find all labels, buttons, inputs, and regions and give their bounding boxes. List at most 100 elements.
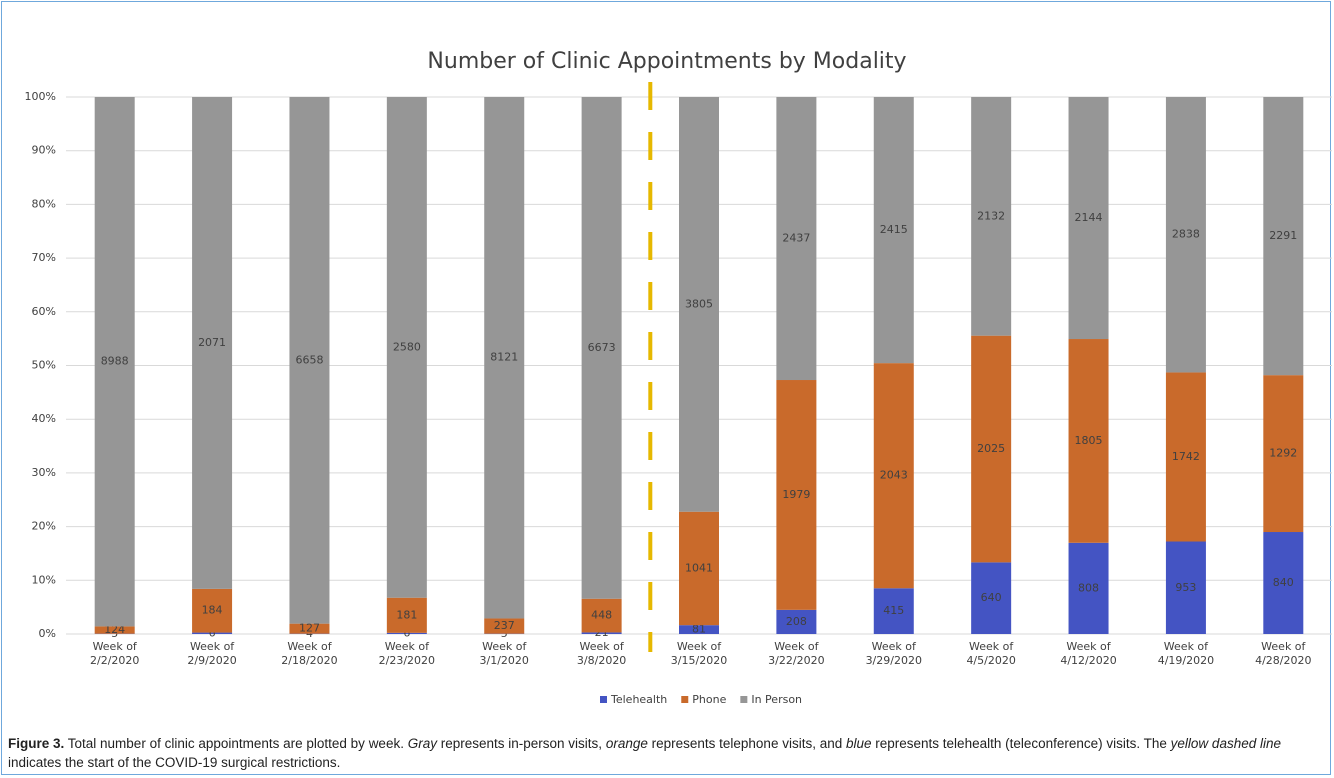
- x-tick-label: Week of 4/5/2020: [966, 640, 1016, 667]
- data-label: 953: [1175, 581, 1196, 594]
- bar-segment: [484, 618, 525, 634]
- x-tick-label: Week of 2/2/2020: [89, 640, 140, 667]
- data-label: 6: [209, 626, 216, 639]
- bar-segment: [386, 632, 427, 634]
- data-label: 184: [202, 604, 223, 617]
- bar-segment: [581, 97, 622, 599]
- caption-emph: blue: [845, 736, 872, 751]
- data-label: 2071: [198, 336, 226, 349]
- data-label: 2580: [393, 340, 421, 353]
- bar-segment: [1263, 375, 1304, 533]
- legend-swatch: [740, 696, 748, 703]
- caption-text: represents in-person visits,: [436, 736, 606, 751]
- bar-segment: [94, 97, 135, 627]
- bar-segment: [873, 588, 914, 634]
- y-tick-label: 30%: [32, 466, 56, 479]
- bar-segment: [386, 97, 427, 598]
- data-label: 8121: [490, 351, 518, 364]
- caption-text: indicates the start of the COVID-19 surg…: [8, 755, 341, 770]
- bar-segment: [1165, 541, 1206, 634]
- bar-segment: [484, 97, 525, 619]
- bar-segment: [679, 97, 719, 512]
- x-tick-label: Week of 4/12/2020: [1060, 640, 1117, 667]
- caption-text: represents telehealth (teleconference) v…: [871, 736, 1171, 751]
- data-label: 8988: [101, 355, 129, 368]
- bar-segment: [776, 609, 817, 634]
- y-tick-label: 50%: [32, 359, 56, 372]
- y-tick-label: 20%: [32, 520, 56, 533]
- data-label: 3805: [685, 297, 713, 310]
- data-label: 2415: [880, 223, 908, 236]
- chart: Number of Clinic Appointments by Modalit…: [25, 49, 1332, 706]
- x-tick-label: Week of 2/9/2020: [187, 640, 237, 667]
- x-tick-label: Week of 3/1/2020: [479, 640, 529, 667]
- bar-segment: [192, 632, 233, 634]
- x-tick-label: Week of 2/23/2020: [378, 640, 436, 667]
- y-tick-label: 10%: [32, 573, 56, 586]
- bar-segment: [289, 97, 330, 624]
- x-tick-label: Week of 4/19/2020: [1157, 640, 1215, 667]
- bar-segment: [1263, 532, 1304, 634]
- x-tick-label: Week of 2/18/2020: [281, 640, 338, 667]
- x-tick-label: Week of 3/15/2020: [670, 640, 728, 667]
- legend: Telehealth Phone In Person: [600, 693, 802, 706]
- bar-segment: [386, 597, 427, 633]
- y-tick-label: 60%: [32, 305, 56, 318]
- bar-segment: [776, 380, 817, 610]
- bar-segment: [971, 335, 1012, 563]
- data-label: 1041: [685, 561, 713, 574]
- data-label: 2838: [1172, 228, 1200, 241]
- bar-segment: [1068, 339, 1109, 543]
- bar-segment: [581, 632, 622, 634]
- x-tick-label: Week of 4/28/2020: [1255, 640, 1312, 667]
- chart-title: Number of Clinic Appointments by Modalit…: [427, 49, 906, 74]
- data-label: 81: [692, 623, 706, 636]
- bar-segment: [971, 562, 1012, 634]
- caption-text: represents telephone visits, and: [647, 736, 846, 751]
- legend-label: In Person: [751, 693, 802, 706]
- data-label: 1292: [1269, 447, 1297, 460]
- legend-swatch: [600, 696, 607, 703]
- y-tick-label: 90%: [32, 144, 56, 157]
- legend-label: Telehealth: [610, 693, 667, 706]
- y-tick-label: 40%: [32, 412, 56, 425]
- bar-segment: [679, 511, 719, 626]
- data-label: 208: [786, 615, 807, 628]
- data-label: 2043: [880, 469, 908, 482]
- data-label: 808: [1078, 581, 1099, 594]
- caption-text: Total number of clinic appointments are …: [64, 736, 408, 751]
- bar-segment: [971, 97, 1012, 336]
- data-label: 840: [1273, 576, 1294, 589]
- bar-segment: [776, 97, 817, 381]
- data-label: 2025: [977, 442, 1005, 455]
- bar-segment: [192, 588, 233, 633]
- caption-label: Figure 3.: [8, 736, 65, 751]
- data-label: 2291: [1269, 229, 1297, 242]
- caption-emph: Gray: [407, 736, 437, 751]
- data-label: 181: [396, 608, 417, 621]
- bar-segment: [1165, 372, 1206, 542]
- bar-segment: [873, 97, 914, 364]
- data-label: 415: [883, 604, 904, 617]
- x-tick-label: Week of 3/29/2020: [865, 640, 922, 667]
- bar-segment: [1165, 97, 1206, 373]
- x-tick-label: Week of 3/8/2020: [576, 640, 627, 667]
- y-tick-label: 70%: [32, 251, 56, 264]
- bar-segment: [873, 363, 914, 589]
- data-label: 1979: [782, 488, 810, 501]
- y-tick-label: 0%: [39, 627, 56, 640]
- data-label: 237: [494, 619, 515, 632]
- legend-swatch: [681, 696, 689, 703]
- data-label: 1742: [1172, 450, 1200, 463]
- bar-segment: [192, 97, 233, 589]
- data-label: 2144: [1075, 211, 1103, 224]
- bar-segment: [94, 626, 135, 634]
- caption-emph: yellow dashed line: [1170, 736, 1281, 751]
- y-tick-label: 80%: [32, 197, 56, 210]
- data-label: 6673: [588, 341, 616, 354]
- bar-segment: [1263, 97, 1304, 376]
- data-label: 2437: [782, 232, 810, 245]
- data-label: 6658: [295, 353, 323, 366]
- caption-emph: orange: [605, 736, 648, 751]
